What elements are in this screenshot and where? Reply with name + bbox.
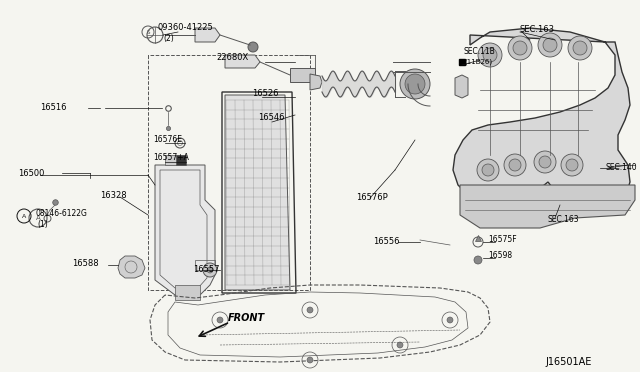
Polygon shape xyxy=(455,75,468,98)
Circle shape xyxy=(513,41,527,55)
Circle shape xyxy=(477,159,499,181)
Circle shape xyxy=(504,154,526,176)
Polygon shape xyxy=(225,55,260,68)
Circle shape xyxy=(307,357,313,363)
Circle shape xyxy=(543,38,557,52)
Polygon shape xyxy=(453,28,630,210)
Text: A: A xyxy=(36,215,40,221)
Polygon shape xyxy=(155,165,215,295)
Circle shape xyxy=(561,154,583,176)
Text: 08146-6122G: 08146-6122G xyxy=(35,208,87,218)
Circle shape xyxy=(538,33,562,57)
Circle shape xyxy=(566,159,578,171)
Polygon shape xyxy=(460,185,635,228)
Circle shape xyxy=(483,48,497,62)
Text: 09360-41225: 09360-41225 xyxy=(157,23,212,32)
Text: 16557: 16557 xyxy=(193,266,220,275)
Circle shape xyxy=(508,36,532,60)
Text: 16588: 16588 xyxy=(72,259,99,267)
Circle shape xyxy=(307,307,313,313)
Circle shape xyxy=(568,36,592,60)
Text: FRONT: FRONT xyxy=(228,313,265,323)
Polygon shape xyxy=(195,28,220,42)
Text: (2): (2) xyxy=(163,33,173,42)
Text: 16576P: 16576P xyxy=(356,193,388,202)
Circle shape xyxy=(405,74,425,94)
Circle shape xyxy=(478,43,502,67)
Circle shape xyxy=(573,41,587,55)
Circle shape xyxy=(474,256,482,264)
Polygon shape xyxy=(175,285,200,300)
Circle shape xyxy=(248,42,258,52)
Text: SEC.163: SEC.163 xyxy=(548,215,580,224)
Text: S: S xyxy=(147,29,150,35)
Text: SEC.11B: SEC.11B xyxy=(464,48,496,57)
Text: 16557+A: 16557+A xyxy=(153,154,189,163)
Circle shape xyxy=(217,317,223,323)
Text: SEC.163: SEC.163 xyxy=(520,26,555,35)
Bar xyxy=(176,155,186,165)
Circle shape xyxy=(509,159,521,171)
Text: 16575F: 16575F xyxy=(488,235,516,244)
Text: A: A xyxy=(22,214,26,218)
Circle shape xyxy=(534,151,556,173)
Polygon shape xyxy=(225,95,290,290)
Polygon shape xyxy=(290,68,315,82)
Text: 16526: 16526 xyxy=(252,89,278,97)
Circle shape xyxy=(539,156,551,168)
Text: (11B26): (11B26) xyxy=(464,59,492,65)
Polygon shape xyxy=(310,74,322,90)
Text: J16501AE: J16501AE xyxy=(545,357,591,367)
Text: 16556: 16556 xyxy=(373,237,399,247)
Circle shape xyxy=(203,263,217,277)
Text: (1): (1) xyxy=(37,221,48,230)
Text: 22680X: 22680X xyxy=(216,52,248,61)
Polygon shape xyxy=(118,256,145,278)
Text: SEC.140: SEC.140 xyxy=(605,164,637,173)
Circle shape xyxy=(447,317,453,323)
Circle shape xyxy=(397,342,403,348)
Text: 16598: 16598 xyxy=(488,251,512,260)
Circle shape xyxy=(400,69,430,99)
Polygon shape xyxy=(165,155,185,165)
Text: 16576E: 16576E xyxy=(153,135,182,144)
Text: 16546: 16546 xyxy=(258,113,285,122)
Circle shape xyxy=(482,164,494,176)
Text: 16500: 16500 xyxy=(18,169,44,177)
Text: 16328: 16328 xyxy=(100,190,127,199)
Circle shape xyxy=(207,267,213,273)
Text: 16516: 16516 xyxy=(40,103,67,112)
